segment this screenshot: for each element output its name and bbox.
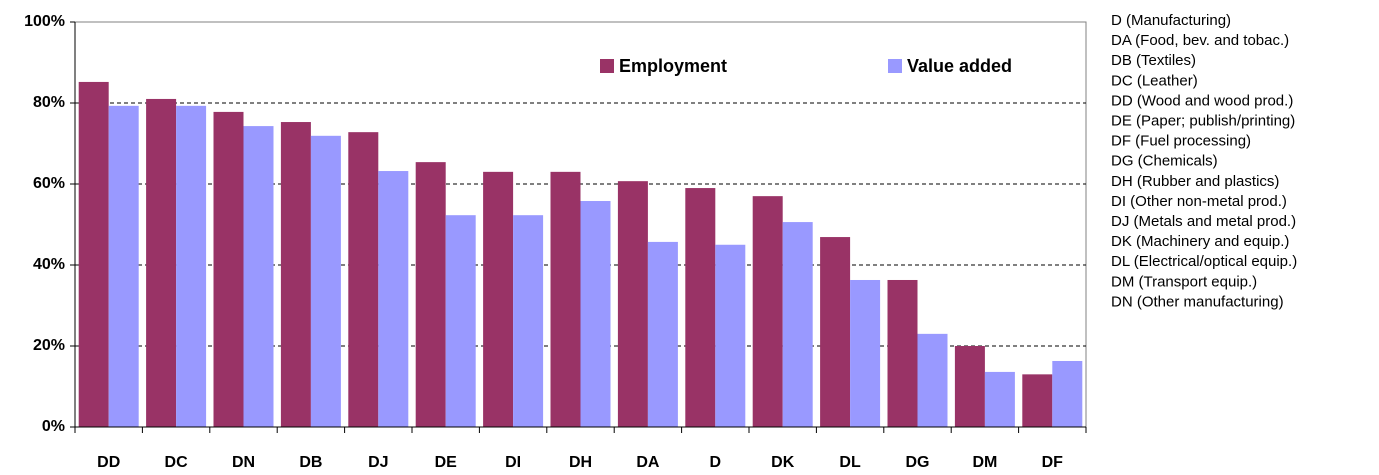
x-tick-label: DE xyxy=(435,454,458,471)
bar xyxy=(310,135,341,427)
y-tick-label: 80% xyxy=(33,94,65,111)
bar xyxy=(445,215,476,427)
legend-swatch xyxy=(888,59,902,73)
annotation: DF (Fuel processing) xyxy=(1111,133,1251,150)
bar xyxy=(280,122,311,427)
annotation: DA (Food, bev. and tobac.) xyxy=(1111,32,1289,49)
x-tick-label: DM xyxy=(972,454,997,471)
x-tick-label: DL xyxy=(839,454,861,471)
bar xyxy=(715,244,746,427)
bar xyxy=(1052,360,1083,427)
x-tick-label: DA xyxy=(636,454,660,471)
annotation: DB (Textiles) xyxy=(1111,52,1196,69)
bar xyxy=(984,371,1015,427)
bar xyxy=(647,241,678,427)
bar xyxy=(685,188,716,427)
bar xyxy=(954,346,985,427)
bar xyxy=(617,181,648,427)
bar xyxy=(415,162,446,427)
bar xyxy=(146,98,177,427)
x-tick-label: DG xyxy=(906,454,930,471)
bar xyxy=(752,196,783,427)
y-tick-label: 20% xyxy=(33,337,65,354)
y-tick-label: 0% xyxy=(42,418,65,435)
x-tick-label: DK xyxy=(771,454,795,471)
annotation: DJ (Metals and metal prod.) xyxy=(1111,213,1296,230)
annotation: DL (Electrical/optical equip.) xyxy=(1111,253,1297,270)
bar xyxy=(243,126,274,428)
x-tick-label: DF xyxy=(1042,454,1064,471)
annotation: DD (Wood and wood prod.) xyxy=(1111,92,1293,109)
bar xyxy=(513,215,544,427)
x-tick-label: DN xyxy=(232,454,255,471)
annotation: DM (Transport equip.) xyxy=(1111,273,1257,290)
x-tick-label: DB xyxy=(299,454,322,471)
legend-swatch xyxy=(600,59,614,73)
annotation: DH (Rubber and plastics) xyxy=(1111,173,1279,190)
annotation: DC (Leather) xyxy=(1111,72,1198,89)
bar xyxy=(550,171,581,427)
annotation: DE (Paper; publish/printing) xyxy=(1111,112,1295,129)
bar xyxy=(1022,374,1053,427)
x-tick-label: D xyxy=(710,454,722,471)
x-tick-label: DD xyxy=(97,454,120,471)
bar xyxy=(213,111,244,427)
annotation: DG (Chemicals) xyxy=(1111,153,1218,170)
bar xyxy=(348,132,379,427)
annotation: DI (Other non-metal prod.) xyxy=(1111,193,1287,210)
x-tick-label: DJ xyxy=(368,454,388,471)
legend-label: Employment xyxy=(619,56,727,76)
bar xyxy=(850,279,881,427)
bar xyxy=(917,333,948,427)
annotation: DN (Other manufacturing) xyxy=(1111,293,1284,310)
bar xyxy=(108,105,139,428)
bar xyxy=(887,279,918,427)
y-tick-label: 40% xyxy=(33,256,65,273)
legend-label: Value added xyxy=(907,56,1012,76)
x-tick-label: DI xyxy=(505,454,521,471)
bar xyxy=(782,222,813,427)
y-tick-label: 100% xyxy=(24,13,65,30)
bar xyxy=(78,81,109,427)
annotation: D (Manufacturing) xyxy=(1111,12,1231,29)
annotation: DK (Machinery and equip.) xyxy=(1111,233,1289,250)
bar xyxy=(378,171,409,427)
y-tick-label: 60% xyxy=(33,175,65,192)
bar xyxy=(176,105,207,428)
x-tick-label: DH xyxy=(569,454,592,471)
bar xyxy=(580,201,611,427)
bar xyxy=(483,171,514,427)
bar xyxy=(820,237,851,427)
x-tick-label: DC xyxy=(165,454,189,471)
